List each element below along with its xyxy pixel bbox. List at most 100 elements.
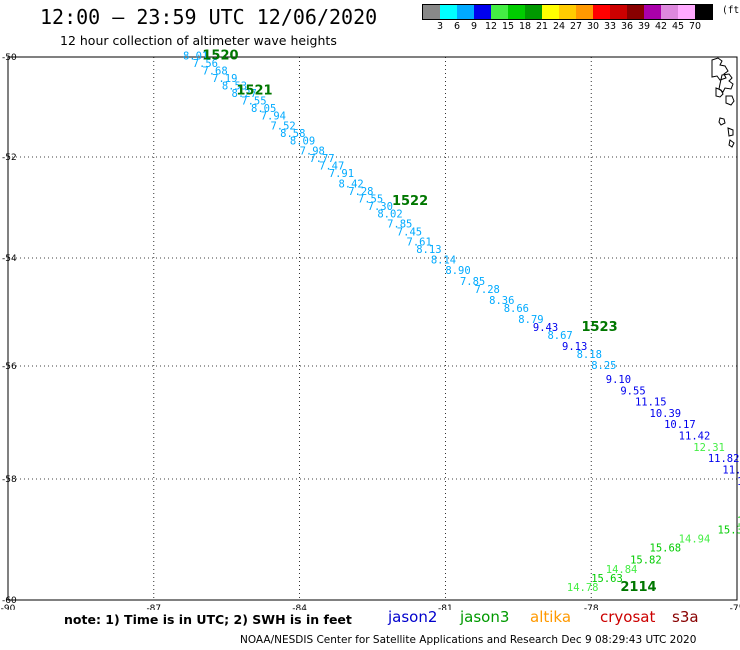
satellite-legend-jason2: jason2 bbox=[388, 608, 438, 626]
map-title: 12:00 — 23:59 UTC 12/06/2020 bbox=[40, 5, 378, 29]
wave-height-value: 10.17 bbox=[664, 419, 696, 431]
footer-credit: NOAA/NESDIS Center for Satellite Applica… bbox=[240, 634, 697, 646]
wave-height-value: 8.02 bbox=[377, 209, 402, 221]
legend-swatch bbox=[627, 5, 644, 19]
map-plot: -50 -52 -54 -56 -58 -60-90 -87 -84 -81 -78 -75 8.01… bbox=[1, 49, 740, 611]
wave-height-value: 7.61 bbox=[407, 236, 432, 248]
wave-height-value: 7.85 bbox=[387, 219, 412, 231]
legend-swatch bbox=[491, 5, 508, 19]
wave-height-value: 8.09 bbox=[290, 136, 315, 148]
map-subtitle: 12 hour collection of altimeter wave hei… bbox=[60, 33, 337, 48]
wave-height-value: 11.15 bbox=[635, 397, 667, 409]
wave-height-value: 9.55 bbox=[620, 385, 645, 397]
wave-height-value: 14.94 bbox=[679, 534, 711, 546]
pass-number-label: 2114 bbox=[620, 580, 656, 595]
wave-height-value: 8.36 bbox=[489, 295, 514, 307]
pass-number-label: 1522 bbox=[392, 194, 428, 209]
coastline bbox=[711, 57, 729, 81]
legend-swatch bbox=[661, 5, 678, 19]
legend-label: 70 bbox=[688, 21, 702, 32]
wave-height-value: 7.45 bbox=[397, 226, 422, 238]
footer-note: note: 1) Time is in UTC; 2) SWH is in fe… bbox=[64, 612, 352, 627]
wave-height-value: 10.39 bbox=[650, 408, 682, 420]
wave-height-value: 11.42 bbox=[679, 430, 711, 442]
legend-swatch bbox=[457, 5, 474, 19]
wave-height-value: 7.98 bbox=[300, 146, 325, 158]
pass-number-label: 1523 bbox=[581, 320, 617, 335]
legend-label: 15 bbox=[501, 21, 515, 32]
satellite-legend-s3a: s3a bbox=[672, 608, 699, 626]
legend-swatch bbox=[542, 5, 559, 19]
legend-label: 39 bbox=[637, 21, 651, 32]
coastline bbox=[718, 73, 734, 93]
wave-height-value: 7.28 bbox=[348, 186, 373, 198]
wave-height-value: 8.01 bbox=[183, 51, 208, 63]
legend-swatch bbox=[593, 5, 610, 19]
legend-label: 33 bbox=[603, 21, 617, 32]
legend-label: 21 bbox=[535, 21, 549, 32]
longitude-tick-label: -78 bbox=[584, 604, 599, 610]
map-frame bbox=[7, 56, 738, 601]
legend-swatch bbox=[576, 5, 593, 19]
wave-height-value: 15.82 bbox=[630, 555, 662, 567]
longitude-tick-label: -87 bbox=[146, 604, 161, 610]
wave-height-value: 9.10 bbox=[606, 374, 631, 386]
legend-label: 6 bbox=[453, 21, 461, 32]
wave-height-value: 8.27 bbox=[232, 88, 257, 100]
longitude-tick-label: -75 bbox=[730, 604, 740, 610]
wave-height-value: 8.79 bbox=[518, 314, 543, 326]
satellite-legend-cryosat: cryosat bbox=[600, 608, 656, 626]
wave-height-value: 8.14 bbox=[431, 254, 456, 266]
wave-height-value: 14.78 bbox=[567, 582, 599, 594]
legend-label: 36 bbox=[620, 21, 634, 32]
coastline bbox=[715, 87, 724, 98]
wave-height-value: 7.68 bbox=[202, 66, 227, 78]
wave-height-value: 7.55 bbox=[358, 193, 383, 205]
pass-number-label: 1520 bbox=[202, 49, 238, 64]
wave-height-value: 7.47 bbox=[319, 161, 344, 173]
legend-swatch bbox=[508, 5, 525, 19]
wave-height-value: 15.39 bbox=[718, 524, 740, 536]
pass-number-label: 1521 bbox=[236, 84, 272, 99]
legend-unit: (ft) bbox=[722, 5, 740, 16]
legend-label: 24 bbox=[552, 21, 566, 32]
wave-height-value: 9.43 bbox=[533, 322, 558, 334]
legend-label: 30 bbox=[586, 21, 600, 32]
wave-height-value: 7.94 bbox=[261, 111, 286, 123]
legend-swatch bbox=[440, 5, 457, 19]
wave-height-value: 8.58 bbox=[280, 128, 305, 140]
legend-swatch bbox=[644, 5, 661, 19]
wave-height-value: 8.13 bbox=[416, 244, 441, 256]
longitude-tick-label: -90 bbox=[1, 604, 16, 610]
wave-height-value: 7.56 bbox=[193, 58, 218, 70]
wave-height-value: 8.53 bbox=[222, 81, 247, 93]
wave-height-value: 12.31 bbox=[693, 442, 725, 454]
coastline bbox=[725, 95, 735, 106]
wave-height-value: 7.77 bbox=[309, 153, 334, 165]
legend-swatches bbox=[422, 4, 713, 20]
wave-height-value: 7.91 bbox=[329, 168, 354, 180]
wave-height-value: 15.68 bbox=[650, 543, 682, 555]
wave-height-value: 8.25 bbox=[591, 360, 616, 372]
legend-swatch bbox=[474, 5, 491, 19]
wave-height-value: 8.66 bbox=[504, 303, 529, 315]
wave-height-value: 8.90 bbox=[445, 265, 470, 277]
legend-swatch bbox=[695, 5, 712, 19]
legend-label: 3 bbox=[436, 21, 444, 32]
legend-swatch bbox=[559, 5, 576, 19]
wave-height-value: 7.55 bbox=[241, 96, 266, 108]
wave-height-value: 7.30 bbox=[368, 201, 393, 213]
satellite-legend-jason3: jason3 bbox=[460, 608, 510, 626]
wave-height-value: 15 bbox=[737, 515, 740, 527]
wave-height-value: 11.53 bbox=[722, 464, 740, 476]
legend-swatch bbox=[678, 5, 695, 19]
latitude-tick-label: -60 bbox=[2, 596, 17, 606]
wave-height-value: 7.28 bbox=[475, 284, 500, 296]
coastline bbox=[728, 139, 735, 148]
legend-label: 42 bbox=[654, 21, 668, 32]
wave-height-value: 9.13 bbox=[562, 341, 587, 353]
coastline bbox=[718, 117, 726, 126]
wave-height-value: 11.82 bbox=[708, 453, 740, 465]
latitude-tick-label: -52 bbox=[2, 153, 17, 163]
wave-height-value: 7.19 bbox=[212, 73, 237, 85]
